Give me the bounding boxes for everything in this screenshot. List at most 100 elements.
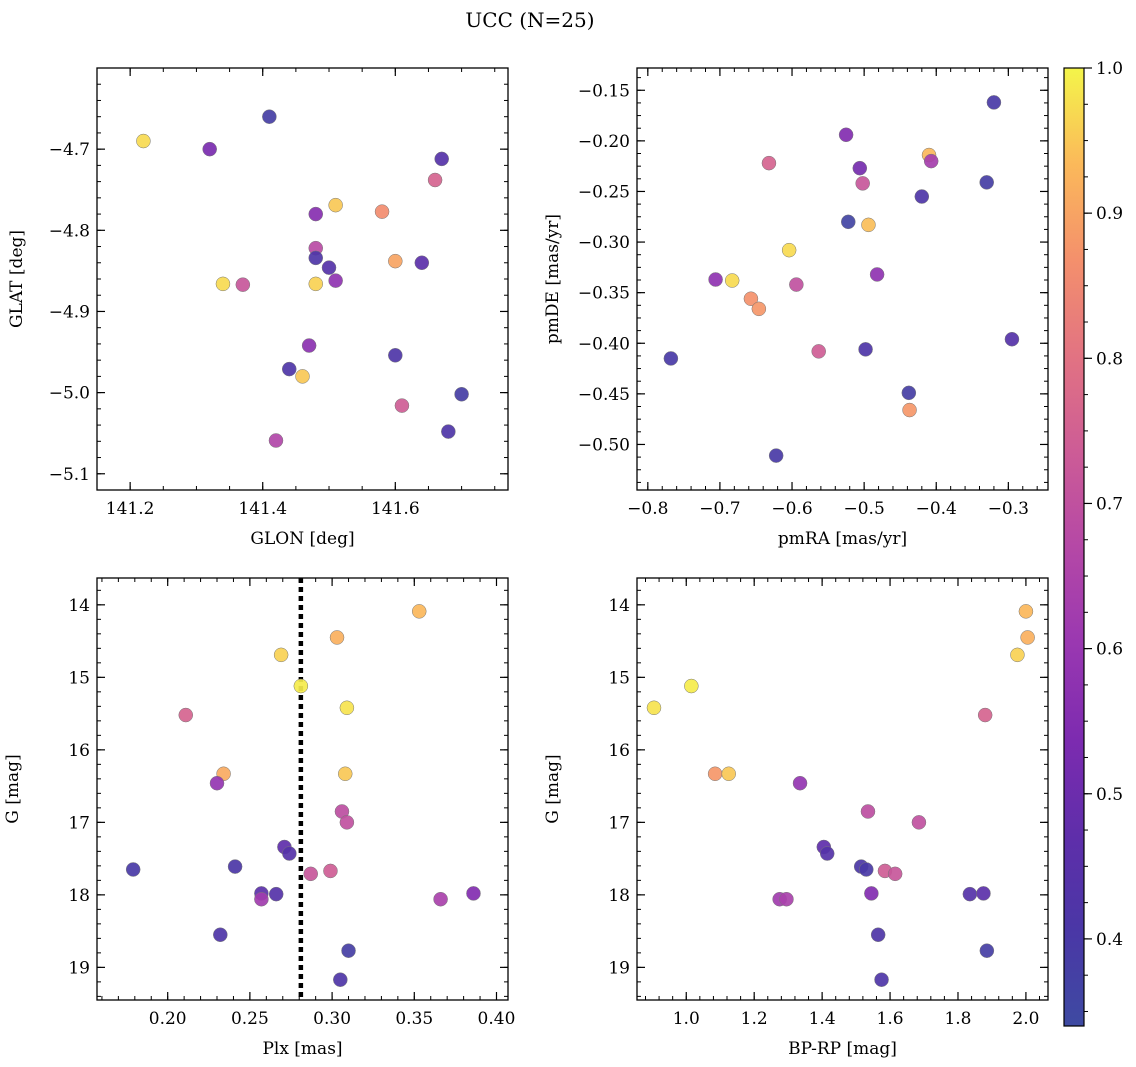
x-tick-label: 1.2 [741, 1009, 768, 1029]
scatter-point [761, 155, 777, 171]
scatter-point [388, 253, 403, 269]
scatter-point [441, 424, 456, 439]
scatter-point [388, 348, 403, 363]
x-tick-label: −0.8 [627, 499, 668, 519]
scatter-point [858, 342, 873, 357]
y-tick-label: 17 [608, 813, 630, 833]
scatter-point [861, 217, 876, 233]
scatter-point [707, 766, 723, 782]
scatter-point [646, 700, 662, 716]
y-tick-label: 14 [608, 596, 630, 616]
scatter-point [337, 766, 353, 782]
y-tick-label: −0.50 [578, 435, 630, 455]
scatter-point [979, 175, 994, 190]
y-axis-label: G [mag] [3, 754, 23, 823]
scatter-point [855, 176, 870, 191]
x-tick-label: 1.8 [944, 1009, 971, 1029]
y-tick-label: −0.25 [578, 182, 630, 202]
scatter-point [328, 197, 343, 213]
scatter-point [859, 862, 874, 877]
x-tick-label: 0.20 [149, 1009, 187, 1029]
scatter-point [414, 255, 430, 271]
x-tick-label: 141.6 [371, 499, 420, 519]
scatter-point [466, 886, 481, 901]
scatter-point [962, 886, 978, 902]
scatter-point [1004, 331, 1020, 347]
scatter-point [792, 775, 808, 791]
x-axis-label: BP-RP [mag] [788, 1039, 897, 1059]
y-tick-label: 17 [68, 813, 90, 833]
scatter-panel-2: −0.8 −0.7 −0.6 −0.5 −0.4 −0.3 −0.15 −0.20 −0.25 −… [543, 67, 1049, 549]
x-tick-label: 141.2 [106, 499, 155, 519]
scatter-point [751, 301, 767, 317]
colorbar: 0.4 0.5 0.6 0.7 0.8 0.9 1.0 [1063, 59, 1123, 1027]
scatter-point [374, 204, 390, 219]
x-tick-label: 2.0 [1012, 1009, 1039, 1029]
scatter-point [789, 277, 804, 292]
scatter-point [329, 630, 345, 645]
scatter-point [724, 273, 740, 288]
scatter-point [295, 369, 310, 384]
y-tick-label: −4.7 [49, 140, 90, 160]
y-tick-label: −0.45 [578, 385, 630, 405]
scatter-point [781, 242, 797, 258]
plot-frame [96, 67, 509, 491]
colorbar-tick-label: 0.8 [1096, 349, 1123, 369]
scatter-point [911, 815, 927, 830]
scatter-point [779, 891, 794, 907]
scatter-point [308, 206, 324, 222]
y-tick-label: −4.9 [49, 302, 90, 322]
scatter-point [227, 859, 243, 874]
scatter-point [339, 815, 355, 830]
scatter-point [1010, 647, 1025, 663]
y-tick-label: 16 [608, 741, 630, 761]
y-tick-label: −0.35 [578, 284, 630, 304]
x-tick-label: 141.4 [238, 499, 287, 519]
scatter-point [282, 846, 297, 861]
scatter-point [977, 707, 993, 723]
y-tick-label: −0.30 [578, 233, 630, 253]
y-tick-label: 16 [68, 741, 90, 761]
scatter-point [874, 972, 889, 987]
x-axis-label: pmRA [mas/yr] [778, 529, 907, 549]
y-tick-label: 15 [68, 668, 90, 688]
scatter-point [202, 141, 217, 157]
y-tick-label: −4.8 [49, 221, 90, 241]
colorbar-tick-label: 0.6 [1096, 640, 1123, 660]
scatter-point [308, 250, 324, 266]
scatter-point [923, 153, 939, 169]
scatter-point [213, 927, 228, 942]
scatter-panel-1: 141.2 141.4 141.6 −4.7 −4.8 −4.9 −5.0 −5.1 GLON … [7, 67, 509, 549]
scatter-point [811, 344, 826, 359]
x-tick-label: 0.25 [231, 1009, 269, 1029]
colorbar-tick-label: 0.4 [1096, 930, 1123, 950]
x-tick-label: −0.7 [699, 499, 740, 519]
scatter-point [178, 707, 194, 723]
plot-frame [636, 577, 1049, 1001]
x-tick-label: −0.5 [843, 499, 884, 519]
scatter-point [841, 214, 856, 230]
x-tick-label: −0.3 [988, 499, 1029, 519]
scatter-point [860, 804, 876, 819]
scatter-point [887, 866, 903, 882]
scatter-point [901, 385, 917, 401]
scatter-point [341, 943, 356, 958]
scatter-point [708, 272, 723, 287]
x-tick-label: 0.35 [395, 1009, 433, 1029]
y-tick-label: −5.1 [49, 465, 90, 485]
scatter-panel-4: 1.0 1.2 1.4 1.6 1.8 2.0 14 15 16 17 18 19 BP-RP [mag… [543, 577, 1049, 1059]
scatter-point [852, 160, 868, 176]
scatter-point [433, 891, 448, 907]
y-tick-label: 14 [68, 596, 90, 616]
x-tick-label: 1.4 [809, 1009, 836, 1029]
y-axis-label: pmDE [mas/yr] [543, 214, 563, 344]
x-tick-label: 1.0 [673, 1009, 700, 1029]
scatter-panel-3: 0.20 0.25 0.30 0.35 0.40 14 15 16 17 18 19 Plx [mas… [3, 577, 516, 1059]
scatter-point [293, 678, 309, 694]
x-tick-label: 0.40 [478, 1009, 516, 1029]
y-axis-label: GLAT [deg] [7, 230, 27, 328]
colorbar-tick-label: 0.7 [1096, 494, 1123, 514]
scatter-point [663, 351, 679, 366]
scatter-point [986, 95, 1002, 110]
